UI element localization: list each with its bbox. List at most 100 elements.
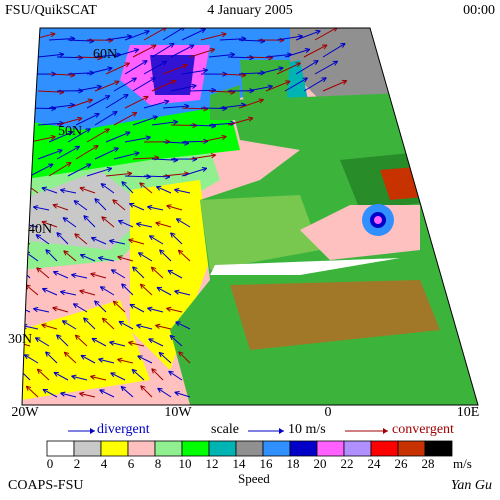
wind-arrow-head (57, 148, 63, 154)
wind-arrow (86, 167, 112, 177)
wind-arrow (167, 269, 183, 279)
wind-arrow-head (99, 286, 106, 292)
wind-arrow (79, 392, 96, 398)
wind-arrow-head (86, 163, 92, 169)
wind-arrow-head (33, 306, 39, 313)
colorbar-box (208, 440, 237, 457)
wind-arrow (22, 368, 31, 381)
wind-arrow (35, 234, 50, 245)
wind-arrow (124, 175, 152, 178)
wind-arrow-head (79, 186, 85, 192)
wind-arrow-head (101, 216, 107, 222)
wind-arrow-head (278, 66, 284, 72)
wind-arrow-head (45, 249, 51, 255)
wind-arrow-head (159, 249, 165, 255)
wind-arrow (79, 290, 96, 296)
wind-arrow-head (90, 236, 97, 242)
wind-arrow (48, 104, 75, 109)
wind-arrow-head (139, 182, 145, 188)
wind-arrow-head (202, 68, 208, 74)
wind-arrow-head (169, 334, 176, 341)
wind-arrow-head (33, 205, 39, 211)
wind-arrow (151, 80, 176, 92)
wind-arrow (75, 85, 102, 92)
wind-arrow-head (248, 116, 254, 122)
colorbar-tick-label: 18 (287, 456, 300, 471)
wind-arrow-head (131, 112, 138, 117)
lon-label: 10E (457, 405, 480, 420)
wind-arrow-head (85, 128, 91, 134)
colorbar-tick-label: 0 (47, 456, 54, 471)
wind-arrow (136, 324, 153, 330)
wind-arrow-head (164, 99, 170, 105)
wind-arrow-head (210, 153, 216, 159)
wind-arrow-head (72, 303, 79, 309)
colorbar: 0 2 4 6 8 10 12 14 16 18 20 22 24 26 28 (46, 440, 453, 471)
wind-arrow (98, 358, 115, 364)
wind-arrow-head (22, 368, 24, 374)
wind-arrow (42, 388, 58, 398)
wind-arrow (238, 99, 264, 109)
wind-arrow (74, 334, 88, 347)
wind-arrow-head (313, 60, 319, 66)
wind-arrow (112, 199, 126, 211)
wind-arrow-head (36, 368, 43, 374)
wind-arrow (156, 186, 172, 194)
wind-arrow (48, 161, 72, 177)
wind-arrow (25, 284, 39, 296)
wind-arrow-head (178, 351, 184, 357)
colorbar-tick-label: 8 (155, 456, 162, 471)
wind-arrow-head (174, 187, 180, 194)
wind-arrow-head (140, 385, 146, 391)
wind-arrow (118, 320, 134, 330)
wind-arrow-head (113, 147, 119, 153)
legend-scale-value: 10 m/s (288, 422, 326, 437)
wind-arrow-head (167, 269, 173, 275)
wind-arrow-head (22, 222, 28, 228)
wind-arrow (109, 240, 126, 245)
wind-arrow (181, 107, 208, 110)
wind-arrow (105, 172, 132, 177)
wind-arrow-head (110, 372, 116, 378)
wind-arrow-head (302, 77, 308, 83)
wind-arrow (174, 290, 191, 296)
wind-arrow (94, 147, 119, 160)
wind-arrow-head (96, 84, 102, 90)
wind-arrow (37, 122, 64, 126)
wind-arrow-head (295, 62, 301, 68)
colorbar-box (397, 440, 426, 457)
wind-arrow (189, 154, 216, 160)
wind-arrow (99, 389, 115, 398)
lon-label: 0 (325, 405, 332, 420)
wind-arrow-head (189, 44, 195, 50)
wind-arrow-head (170, 79, 177, 85)
wind-arrow-head (67, 130, 74, 136)
wind-arrow (56, 145, 80, 160)
wind-arrow-head (285, 80, 291, 86)
wind-arrow-head (62, 217, 69, 223)
wind-arrow (67, 99, 93, 109)
wind-arrow-head (61, 320, 68, 326)
colorbar-tick-label: 24 (368, 456, 382, 471)
wind-arrow-head (132, 266, 138, 272)
wind-arrow-head (147, 306, 153, 312)
wind-arrow (45, 351, 58, 364)
wind-arrow (155, 222, 172, 228)
wind-arrow (189, 48, 215, 58)
wind-arrow (132, 157, 159, 160)
wind-arrow-head (174, 391, 180, 397)
wind-arrow (155, 324, 172, 330)
wind-arrow (246, 56, 274, 59)
map-frame (21, 27, 479, 406)
wind-arrow (105, 131, 131, 143)
wind-arrow (24, 354, 39, 364)
wind-arrow (147, 307, 164, 313)
wind-arrow-head (131, 77, 137, 83)
wind-arrow (166, 205, 183, 211)
wind-arrow-head (172, 119, 179, 125)
wind-arrow-head (114, 80, 120, 86)
wind-arrow-head (133, 48, 140, 54)
wind-arrow (162, 172, 189, 177)
